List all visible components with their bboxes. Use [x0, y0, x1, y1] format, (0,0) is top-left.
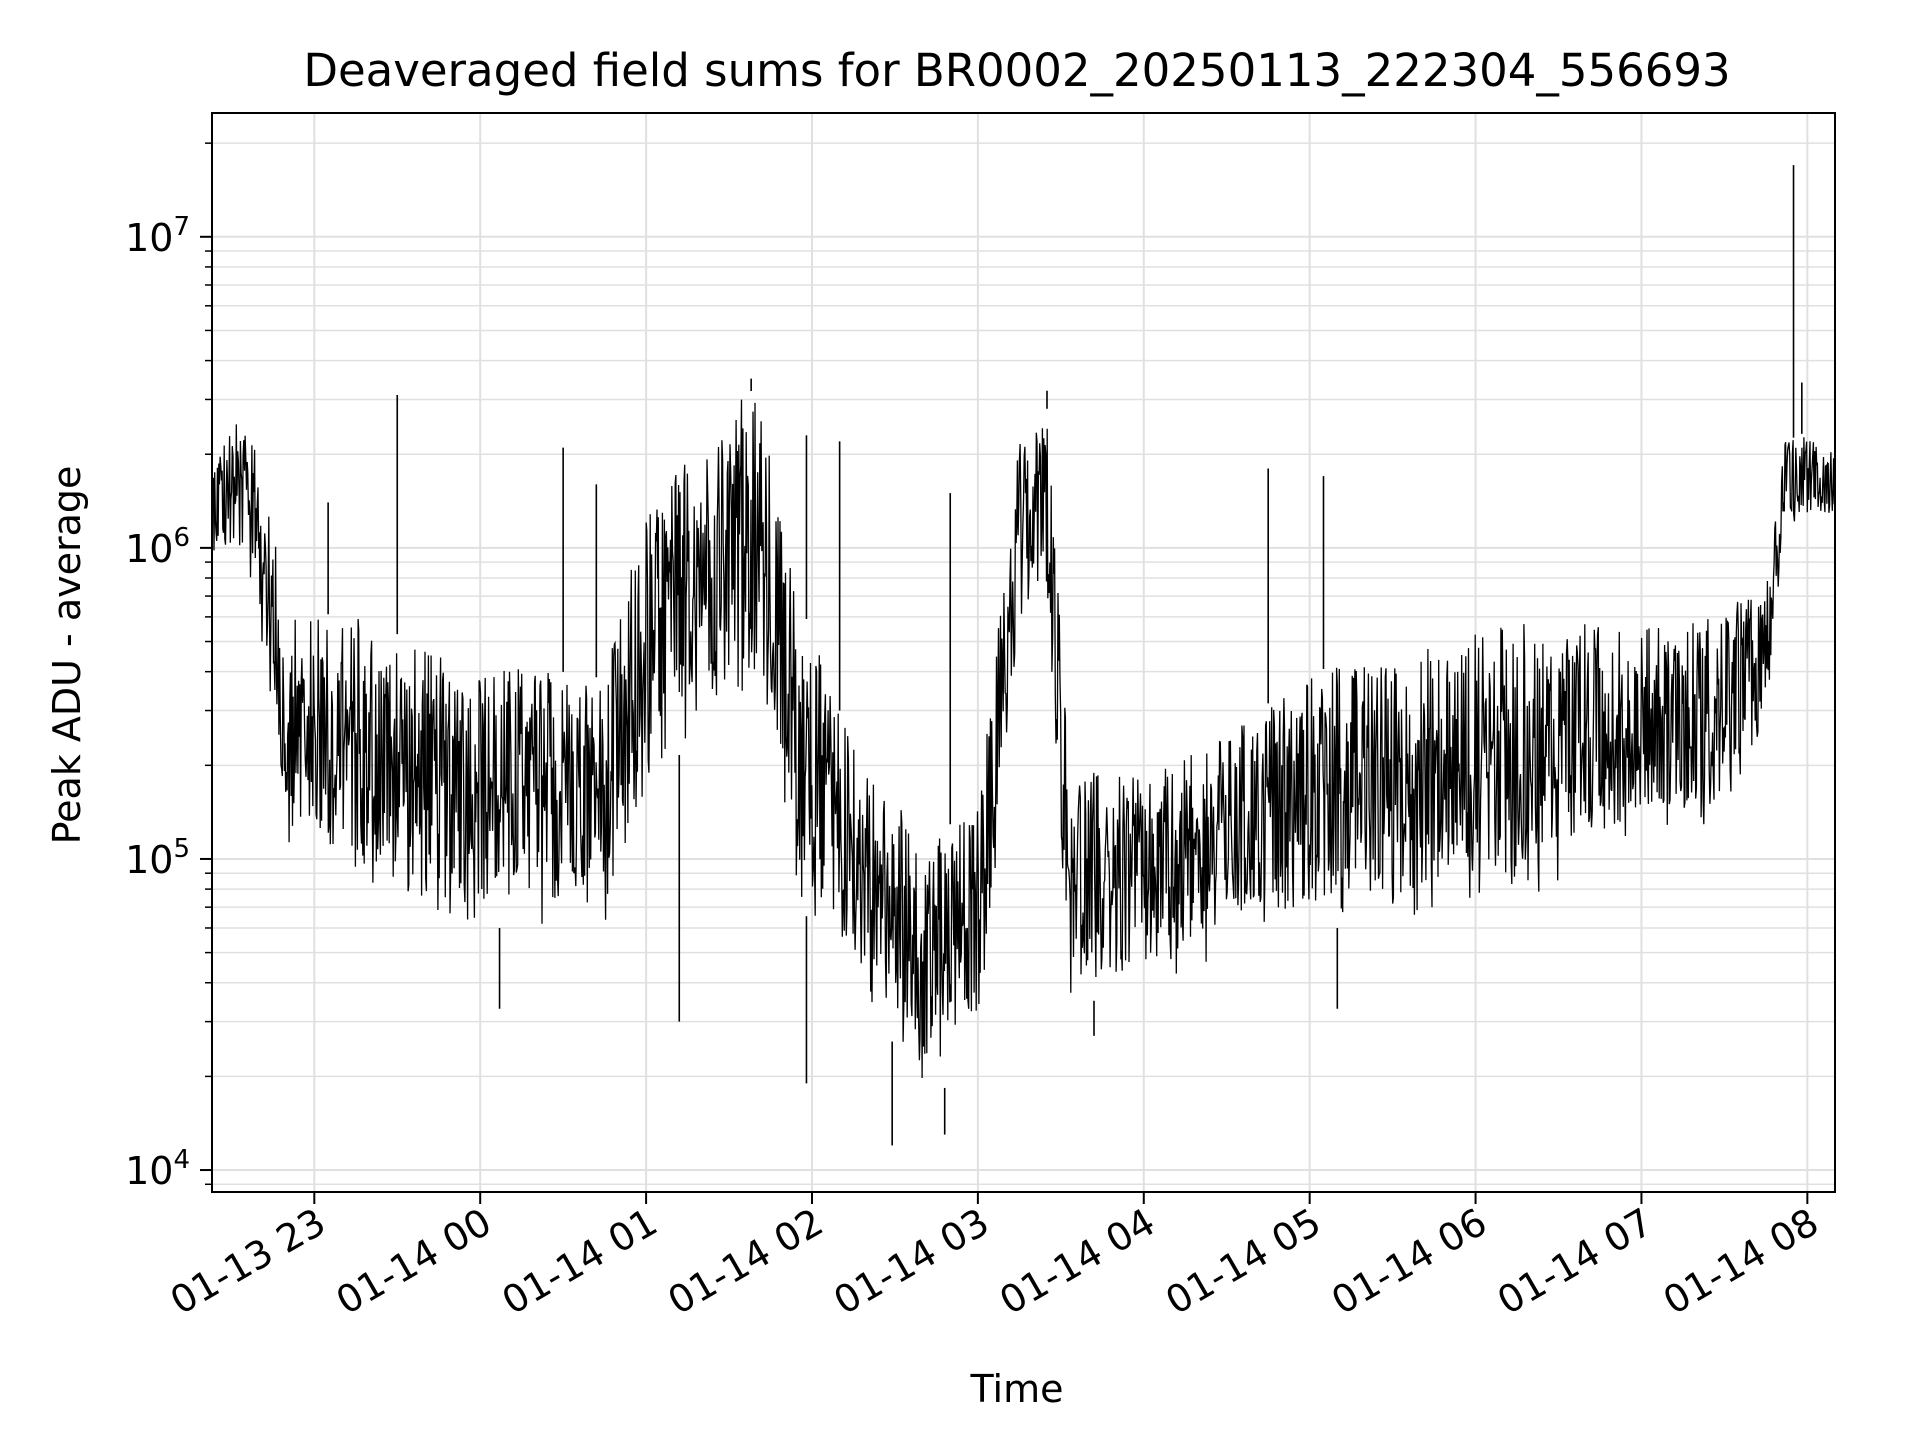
y-tick-label: 105: [125, 834, 190, 882]
y-axis: 104 105 106 107: [125, 142, 212, 1193]
series-layer: [211, 165, 1836, 1146]
grid: [212, 113, 1835, 1192]
x-axis-label: Time: [970, 1367, 1064, 1411]
y-tick-label: 107: [125, 212, 190, 260]
series-line: [211, 399, 1836, 1079]
plot-frame: [211, 112, 1836, 1193]
y-tick-label: 106: [125, 523, 190, 571]
chart-title: Deaveraged field sums for BR0002_2025011…: [303, 44, 1730, 97]
y-axis-label: Peak ADU - average: [45, 466, 89, 845]
y-tick-label: 104: [125, 1145, 190, 1193]
